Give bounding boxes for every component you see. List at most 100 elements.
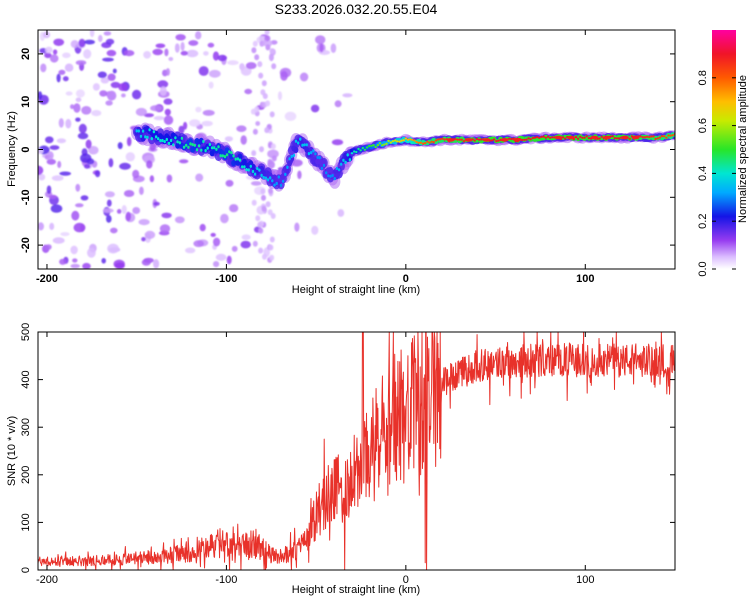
noise-blob [59,258,67,265]
ridge-segment [611,135,614,138]
noise-blob [49,145,60,151]
noise-blob [75,203,84,208]
noise-blob [126,136,132,147]
noise-blob [265,44,271,51]
ridge-segment [135,129,138,133]
noise-blob [267,158,273,165]
noise-blob [103,31,112,36]
noise-blob [231,245,238,252]
ridge-segment [527,137,530,140]
x-tick-label: -100 [215,574,237,586]
ridge-segment [281,179,285,183]
ridge-segment [159,139,162,143]
noise-blob [251,47,257,54]
noise-blob [45,46,53,54]
noise-blob [203,51,209,56]
noise-blob [262,253,267,260]
ridge-segment [243,165,246,169]
ridge-segment [245,168,248,172]
ridge-segment [671,134,674,137]
ridge-segment [538,136,541,139]
noise-blob [143,113,154,118]
ridge-segment [387,139,390,142]
ridge-segment [148,128,151,132]
ridge-segment [460,138,463,141]
ridge-segment [230,151,233,155]
ridge-segment [523,138,526,141]
ridge-segment [402,139,405,142]
colorbar-tick-label: 0.2 [697,214,709,229]
ridge-segment [492,138,496,141]
noise-blob [123,50,135,57]
noise-blob [45,136,54,144]
snr-x-axis: -200 -100 0 100 [36,332,594,586]
ridge-segment [236,157,240,161]
ridge-segment [456,138,459,141]
noise-blob [265,201,271,208]
noise-blob [240,135,247,145]
ridge-segment [325,171,328,175]
noise-blob [123,190,135,197]
y-tick-label: 100 [20,513,32,531]
ridge-segment [628,137,631,140]
ridge-segment [346,153,349,157]
ridge-segment [613,137,616,140]
noise-blob [241,234,251,240]
noise-blob [240,240,251,249]
ridge-segment [297,141,300,145]
noise-blob [80,195,89,201]
noise-blob [71,210,80,221]
ridge-segment [495,140,498,143]
noise-blob [174,43,180,53]
noise-blob [294,222,300,232]
noise-blob [132,169,140,179]
noise-blob [46,185,52,194]
ridge-segment [256,166,259,171]
noise-blob [159,224,171,234]
ridge-peak [446,138,455,142]
ridge-segment [665,136,668,139]
spectrogram-x-label: Height of straight line (km) [292,284,420,296]
ridge-segment [391,140,395,143]
ridge-segment [175,142,181,149]
ridge-segment [327,174,330,178]
ridge-segment [303,143,306,147]
noise-blob [337,209,345,217]
noise-blob [271,63,277,70]
ridge-segment [152,130,156,134]
ridge-peak [464,138,473,142]
noise-blob [264,30,270,35]
noise-blob [198,66,209,76]
noise-blob [310,104,320,113]
ridge-peak [554,135,563,140]
colorbar-strip [712,30,736,269]
ridge-segment [139,134,143,138]
ridge-segment [648,136,651,139]
ridge-segment [546,135,550,138]
noise-blob [65,91,73,96]
noise-blob [104,191,115,198]
noise-blob [217,54,227,62]
ridge-segment [542,135,545,138]
ridge-segment [357,147,360,150]
noise-blob [315,35,326,45]
ridge-segment [146,135,149,139]
noise-blob [262,40,268,47]
ridge-segment [439,138,442,141]
ridge-segment [228,150,231,154]
noise-blob [38,222,44,231]
y-tick-label: 0 [20,567,32,573]
noise-blob [118,83,128,92]
ridge-segment [309,151,313,155]
noise-blob [210,232,216,237]
noise-blob [251,199,257,206]
noise-blob [331,139,344,146]
y-tick-label: 500 [20,323,32,341]
noise-blob [254,54,260,61]
ridge-segment [207,144,213,151]
ridge-segment [213,146,216,150]
ridge-segment [232,154,235,158]
ridge-segment [413,139,416,142]
ridge-segment [533,136,537,139]
noise-blob [75,183,81,192]
